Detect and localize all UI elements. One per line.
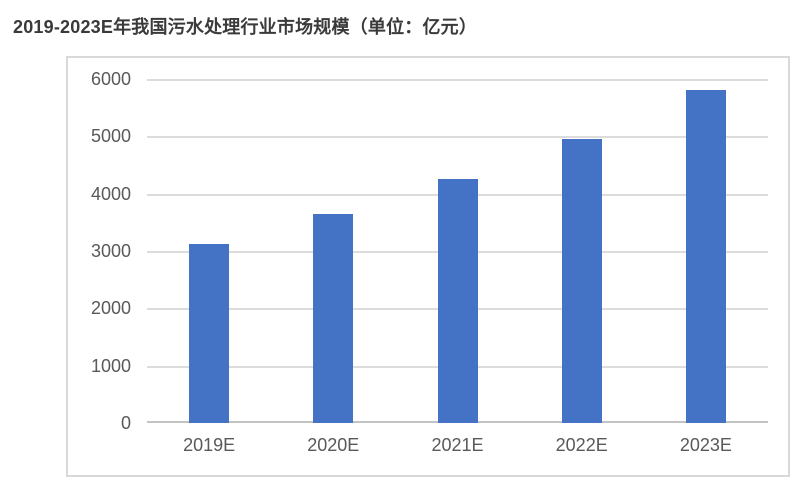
x-tick-label: 2020E [307,435,360,455]
bar-2021E [437,179,478,423]
y-axis: 0 1000 2000 3000 4000 5000 6000 [68,58,788,475]
x-tick-label: 2022E [555,435,608,455]
x-axis: 2019E 2020E 2021E 2022E 2023E [68,58,788,475]
y-tick-label: 3000 [90,241,131,261]
chart-title: 2019-2023E年我国污水处理行业市场规模（单位：亿元） [13,17,478,37]
bar-2022E [561,139,602,423]
x-tick-label: 2023E [679,435,732,455]
plot-area [147,79,768,423]
x-tick-label: 2021E [431,435,484,455]
gridline [147,136,768,139]
y-tick-label: 6000 [90,69,131,89]
y-tick-label: 1000 [90,355,131,376]
bar-2019E [189,243,230,423]
chart-frame: 0 1000 2000 3000 4000 5000 6000 2019E 2020E 2021… [66,56,790,477]
bar-2020E [313,213,354,423]
y-tick-label: 5000 [90,126,131,147]
x-tick-label: 2019E [183,435,236,455]
y-tick-label: 0 [120,413,131,433]
gridline [147,79,768,81]
y-tick-label: 4000 [90,183,131,204]
bar-2023E [685,90,726,423]
y-tick-label: 2000 [90,298,131,319]
